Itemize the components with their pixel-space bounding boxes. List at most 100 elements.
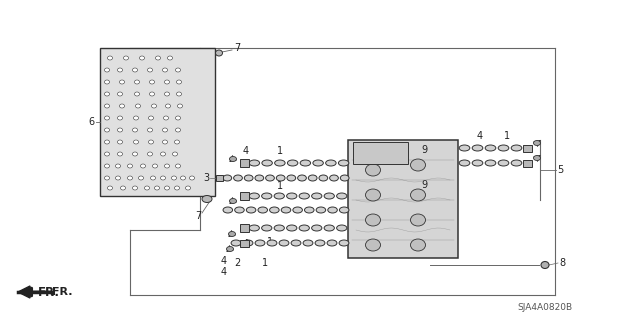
- Text: 8: 8: [559, 258, 565, 268]
- Ellipse shape: [339, 207, 349, 213]
- Ellipse shape: [541, 262, 549, 269]
- Ellipse shape: [249, 160, 260, 166]
- Ellipse shape: [498, 145, 509, 151]
- Ellipse shape: [319, 175, 328, 181]
- Ellipse shape: [255, 175, 264, 181]
- Ellipse shape: [175, 186, 179, 190]
- Ellipse shape: [134, 80, 140, 84]
- Ellipse shape: [172, 176, 177, 180]
- Text: 7: 7: [234, 43, 240, 53]
- Ellipse shape: [132, 68, 138, 72]
- Ellipse shape: [249, 225, 259, 231]
- Ellipse shape: [152, 164, 157, 168]
- Ellipse shape: [262, 193, 272, 199]
- Text: 4: 4: [221, 267, 227, 277]
- Ellipse shape: [291, 240, 301, 246]
- Ellipse shape: [177, 80, 182, 84]
- Ellipse shape: [340, 175, 349, 181]
- Ellipse shape: [410, 189, 426, 201]
- Text: 4: 4: [243, 146, 249, 156]
- Ellipse shape: [180, 176, 186, 180]
- Bar: [239, 159, 248, 167]
- Ellipse shape: [298, 175, 307, 181]
- Ellipse shape: [230, 157, 237, 161]
- Ellipse shape: [134, 92, 140, 96]
- Ellipse shape: [459, 160, 470, 166]
- Ellipse shape: [269, 207, 279, 213]
- Ellipse shape: [164, 92, 170, 96]
- Ellipse shape: [303, 240, 313, 246]
- Text: 1: 1: [262, 258, 268, 268]
- Ellipse shape: [134, 116, 138, 120]
- Ellipse shape: [230, 198, 237, 204]
- Ellipse shape: [324, 225, 334, 231]
- Text: 4: 4: [221, 256, 227, 266]
- Ellipse shape: [163, 128, 168, 132]
- Ellipse shape: [410, 159, 426, 171]
- Ellipse shape: [365, 239, 381, 251]
- Ellipse shape: [312, 225, 322, 231]
- Ellipse shape: [166, 104, 170, 108]
- Ellipse shape: [175, 116, 180, 120]
- Ellipse shape: [326, 160, 336, 166]
- Ellipse shape: [300, 160, 310, 166]
- Ellipse shape: [186, 186, 191, 190]
- Ellipse shape: [234, 175, 243, 181]
- Ellipse shape: [472, 145, 483, 151]
- Ellipse shape: [266, 175, 275, 181]
- Ellipse shape: [104, 116, 109, 120]
- Ellipse shape: [152, 104, 157, 108]
- Ellipse shape: [244, 175, 253, 181]
- Ellipse shape: [410, 239, 426, 251]
- Ellipse shape: [223, 207, 232, 213]
- Ellipse shape: [124, 56, 129, 60]
- Ellipse shape: [339, 240, 349, 246]
- Text: 1: 1: [277, 181, 283, 191]
- Bar: [216, 175, 223, 181]
- Ellipse shape: [163, 116, 168, 120]
- Ellipse shape: [249, 193, 259, 199]
- Ellipse shape: [118, 92, 122, 96]
- Ellipse shape: [293, 207, 303, 213]
- Ellipse shape: [281, 207, 291, 213]
- Ellipse shape: [134, 140, 138, 144]
- Bar: [522, 160, 531, 167]
- Text: FR.: FR.: [38, 286, 60, 299]
- Ellipse shape: [299, 193, 309, 199]
- Ellipse shape: [175, 68, 180, 72]
- Ellipse shape: [118, 152, 122, 156]
- Ellipse shape: [330, 175, 339, 181]
- Ellipse shape: [231, 240, 241, 246]
- Ellipse shape: [161, 152, 166, 156]
- Ellipse shape: [118, 128, 122, 132]
- Text: SJA4A0820B: SJA4A0820B: [517, 303, 573, 313]
- Ellipse shape: [127, 176, 132, 180]
- Ellipse shape: [118, 116, 122, 120]
- Ellipse shape: [275, 160, 285, 166]
- Ellipse shape: [337, 225, 347, 231]
- Ellipse shape: [287, 175, 296, 181]
- Ellipse shape: [324, 193, 334, 199]
- Ellipse shape: [274, 225, 284, 231]
- Ellipse shape: [161, 176, 166, 180]
- Ellipse shape: [216, 50, 223, 56]
- Ellipse shape: [308, 175, 317, 181]
- Ellipse shape: [104, 68, 109, 72]
- Ellipse shape: [274, 193, 284, 199]
- Ellipse shape: [305, 207, 314, 213]
- Ellipse shape: [108, 56, 113, 60]
- Ellipse shape: [262, 160, 273, 166]
- Ellipse shape: [138, 176, 143, 180]
- Ellipse shape: [108, 186, 113, 190]
- Ellipse shape: [150, 80, 154, 84]
- Ellipse shape: [164, 164, 170, 168]
- Ellipse shape: [168, 56, 173, 60]
- Ellipse shape: [235, 207, 244, 213]
- Bar: [353, 142, 408, 164]
- Ellipse shape: [227, 247, 234, 251]
- Ellipse shape: [328, 207, 337, 213]
- Ellipse shape: [163, 140, 168, 144]
- Ellipse shape: [299, 225, 309, 231]
- Ellipse shape: [246, 207, 256, 213]
- Ellipse shape: [104, 104, 109, 108]
